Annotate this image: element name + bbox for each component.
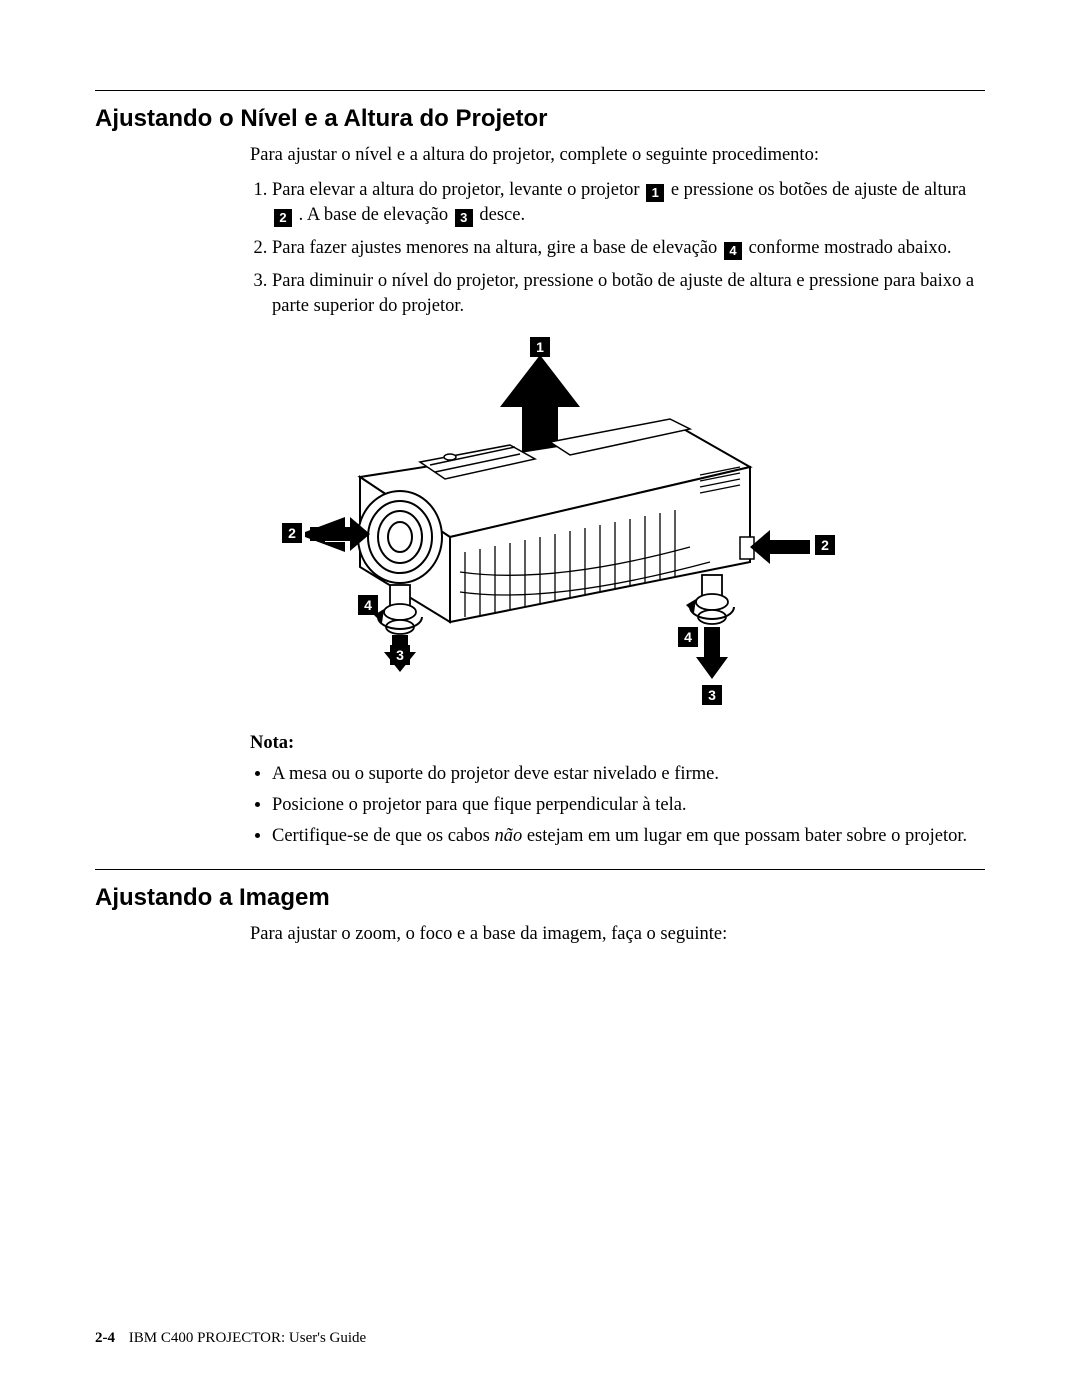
note-3: Certifique-se de que os cabos não esteja… — [272, 824, 985, 849]
step1-text-c: . A base de elevação — [299, 205, 453, 225]
callout-3-icon: 3 — [455, 209, 473, 227]
page-footer: 2-4 IBM C400 PROJECTOR: User's Guide — [95, 1330, 366, 1347]
projector-figure: 1 2 2 4 4 3 3 — [250, 337, 820, 707]
section1-body: Para ajustar o nível e a altura do proje… — [250, 143, 985, 319]
note3-b: estejam em um lugar em que possam bater … — [522, 826, 967, 846]
footer-ref: IBM C400 PROJECTOR: User's Guide — [129, 1330, 366, 1346]
step1-text-a: Para elevar a altura do projetor, levant… — [272, 180, 644, 200]
section1-intro: Para ajustar o nível e a altura do proje… — [250, 143, 985, 168]
note-2: Posicione o projetor para que fique perp… — [272, 793, 985, 818]
page-number: 2-4 — [95, 1330, 115, 1346]
steps-list: Para elevar a altura do projetor, levant… — [250, 178, 985, 319]
fig-callout-1-icon: 1 — [530, 337, 550, 357]
fig-callout-3-left-icon: 3 — [390, 645, 410, 665]
mid-rule — [95, 869, 985, 870]
step1-text-b: e pressione os botões de ajuste de altur… — [671, 180, 966, 200]
step-1: Para elevar a altura do projetor, levant… — [272, 178, 985, 228]
section2-title: Ajustando a Imagem — [95, 884, 985, 912]
note3-a: Certifique-se de que os cabos — [272, 826, 494, 846]
nota-label: Nota: — [250, 731, 985, 756]
fig-callout-4-left-icon: 4 — [358, 595, 378, 615]
fig-callout-4-right-icon: 4 — [678, 627, 698, 647]
step2-text-b: conforme mostrado abaixo. — [749, 238, 952, 258]
step2-text-a: Para fazer ajustes menores na altura, gi… — [272, 238, 722, 258]
callout-1-icon: 1 — [646, 184, 664, 202]
fig-callout-2-left-icon: 2 — [282, 523, 302, 543]
projector-diagram-icon — [250, 337, 820, 707]
fig-callout-3-right-icon: 3 — [702, 685, 722, 705]
step-3: Para diminuir o nível do projetor, press… — [272, 269, 985, 319]
callout-2-icon: 2 — [274, 209, 292, 227]
fig-callout-2-right-icon: 2 — [815, 535, 835, 555]
note3-em: não — [494, 826, 522, 846]
page: Ajustando o Nível e a Altura do Projetor… — [0, 0, 1080, 1397]
notes-list: A mesa ou o suporte do projetor deve est… — [250, 762, 985, 849]
section2-intro: Para ajustar o zoom, o foco e a base da … — [250, 922, 985, 947]
step1-text-d: desce. — [479, 205, 525, 225]
section2-body: Para ajustar o zoom, o foco e a base da … — [250, 922, 985, 947]
note-1: A mesa ou o suporte do projetor deve est… — [272, 762, 985, 787]
top-rule — [95, 90, 985, 91]
nota-block: Nota: A mesa ou o suporte do projetor de… — [250, 731, 985, 849]
step-2: Para fazer ajustes menores na altura, gi… — [272, 236, 985, 261]
section1-title: Ajustando o Nível e a Altura do Projetor — [95, 105, 985, 133]
callout-4-icon: 4 — [724, 242, 742, 260]
